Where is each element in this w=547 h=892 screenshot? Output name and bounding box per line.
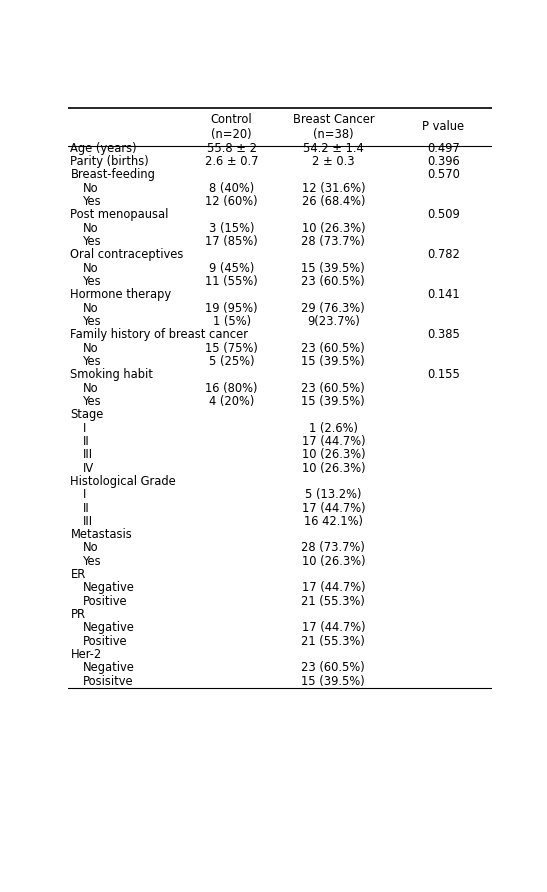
Text: 1 (2.6%): 1 (2.6%) xyxy=(309,422,358,434)
Text: 3 (15%): 3 (15%) xyxy=(209,222,254,235)
Text: III: III xyxy=(83,448,94,461)
Text: II: II xyxy=(83,435,90,448)
Text: 10 (26.3%): 10 (26.3%) xyxy=(301,222,365,235)
Text: ER: ER xyxy=(71,568,86,582)
Text: Negative: Negative xyxy=(83,622,135,634)
Text: Positive: Positive xyxy=(83,595,128,607)
Text: Family history of breast cancer: Family history of breast cancer xyxy=(71,328,248,342)
Text: 11 (55%): 11 (55%) xyxy=(205,275,258,288)
Text: 16 42.1%): 16 42.1%) xyxy=(304,515,363,528)
Text: No: No xyxy=(83,541,99,555)
Text: No: No xyxy=(83,301,99,315)
Text: 29 (76.3%): 29 (76.3%) xyxy=(301,301,365,315)
Text: 23 (60.5%): 23 (60.5%) xyxy=(301,342,365,355)
Text: 17 (85%): 17 (85%) xyxy=(205,235,258,248)
Text: Yes: Yes xyxy=(83,555,102,568)
Text: 28 (73.7%): 28 (73.7%) xyxy=(301,235,365,248)
Text: 1 (5%): 1 (5%) xyxy=(213,315,251,328)
Text: 12 (60%): 12 (60%) xyxy=(205,195,258,208)
Text: 15 (75%): 15 (75%) xyxy=(205,342,258,355)
Text: 15 (39.5%): 15 (39.5%) xyxy=(301,261,365,275)
Text: No: No xyxy=(83,182,99,194)
Text: 15 (39.5%): 15 (39.5%) xyxy=(301,355,365,368)
Text: 0.509: 0.509 xyxy=(427,209,460,221)
Text: Post menopausal: Post menopausal xyxy=(71,209,169,221)
Text: 17 (44.7%): 17 (44.7%) xyxy=(301,501,365,515)
Text: I: I xyxy=(83,488,86,501)
Text: Histological Grade: Histological Grade xyxy=(71,475,176,488)
Text: No: No xyxy=(83,222,99,235)
Text: 26 (68.4%): 26 (68.4%) xyxy=(301,195,365,208)
Text: No: No xyxy=(83,261,99,275)
Text: 55.8 ± 2: 55.8 ± 2 xyxy=(207,142,257,154)
Text: 28 (73.7%): 28 (73.7%) xyxy=(301,541,365,555)
Text: 17 (44.7%): 17 (44.7%) xyxy=(301,582,365,594)
Text: Parity (births): Parity (births) xyxy=(71,155,149,168)
Text: Stage: Stage xyxy=(71,409,104,421)
Text: 0.570: 0.570 xyxy=(427,169,460,181)
Text: No: No xyxy=(83,342,99,355)
Text: 12 (31.6%): 12 (31.6%) xyxy=(301,182,365,194)
Text: 0.396: 0.396 xyxy=(427,155,460,168)
Text: Yes: Yes xyxy=(83,275,102,288)
Text: P value: P value xyxy=(422,120,464,134)
Text: Yes: Yes xyxy=(83,395,102,408)
Text: 9(23.7%): 9(23.7%) xyxy=(307,315,360,328)
Text: Yes: Yes xyxy=(83,355,102,368)
Text: 10 (26.3%): 10 (26.3%) xyxy=(301,448,365,461)
Text: 10 (26.3%): 10 (26.3%) xyxy=(301,461,365,475)
Text: Control
(n=20): Control (n=20) xyxy=(211,113,252,141)
Text: Metastasis: Metastasis xyxy=(71,528,132,541)
Text: No: No xyxy=(83,382,99,394)
Text: 9 (45%): 9 (45%) xyxy=(209,261,254,275)
Text: 0.497: 0.497 xyxy=(427,142,460,154)
Text: Negative: Negative xyxy=(83,582,135,594)
Text: 21 (55.3%): 21 (55.3%) xyxy=(301,595,365,607)
Text: 2 ± 0.3: 2 ± 0.3 xyxy=(312,155,354,168)
Text: 8 (40%): 8 (40%) xyxy=(209,182,254,194)
Text: Yes: Yes xyxy=(83,235,102,248)
Text: 17 (44.7%): 17 (44.7%) xyxy=(301,435,365,448)
Text: 23 (60.5%): 23 (60.5%) xyxy=(301,661,365,674)
Text: III: III xyxy=(83,515,94,528)
Text: 5 (25%): 5 (25%) xyxy=(209,355,254,368)
Text: 54.2 ± 1.4: 54.2 ± 1.4 xyxy=(303,142,364,154)
Text: 0.782: 0.782 xyxy=(427,248,460,261)
Text: Breast Cancer
(n=38): Breast Cancer (n=38) xyxy=(293,113,374,141)
Text: Negative: Negative xyxy=(83,661,135,674)
Text: II: II xyxy=(83,501,90,515)
Text: Hormone therapy: Hormone therapy xyxy=(71,288,172,301)
Text: 4 (20%): 4 (20%) xyxy=(209,395,254,408)
Text: Her-2: Her-2 xyxy=(71,648,102,661)
Text: PR: PR xyxy=(71,608,86,621)
Text: 16 (80%): 16 (80%) xyxy=(205,382,258,394)
Text: Posisitve: Posisitve xyxy=(83,674,134,688)
Text: Yes: Yes xyxy=(83,195,102,208)
Text: 5 (13.2%): 5 (13.2%) xyxy=(305,488,362,501)
Text: 2.6 ± 0.7: 2.6 ± 0.7 xyxy=(205,155,258,168)
Text: 0.155: 0.155 xyxy=(427,368,460,381)
Text: Oral contraceptives: Oral contraceptives xyxy=(71,248,184,261)
Text: Positive: Positive xyxy=(83,635,128,648)
Text: 15 (39.5%): 15 (39.5%) xyxy=(301,395,365,408)
Text: 0.385: 0.385 xyxy=(427,328,460,342)
Text: 10 (26.3%): 10 (26.3%) xyxy=(301,555,365,568)
Text: 23 (60.5%): 23 (60.5%) xyxy=(301,382,365,394)
Text: Age (years): Age (years) xyxy=(71,142,137,154)
Text: 0.141: 0.141 xyxy=(427,288,460,301)
Text: 19 (95%): 19 (95%) xyxy=(205,301,258,315)
Text: 21 (55.3%): 21 (55.3%) xyxy=(301,635,365,648)
Text: Breast-feeding: Breast-feeding xyxy=(71,169,155,181)
Text: Smoking habit: Smoking habit xyxy=(71,368,153,381)
Text: Yes: Yes xyxy=(83,315,102,328)
Text: 17 (44.7%): 17 (44.7%) xyxy=(301,622,365,634)
Text: IV: IV xyxy=(83,461,95,475)
Text: 23 (60.5%): 23 (60.5%) xyxy=(301,275,365,288)
Text: 15 (39.5%): 15 (39.5%) xyxy=(301,674,365,688)
Text: I: I xyxy=(83,422,86,434)
